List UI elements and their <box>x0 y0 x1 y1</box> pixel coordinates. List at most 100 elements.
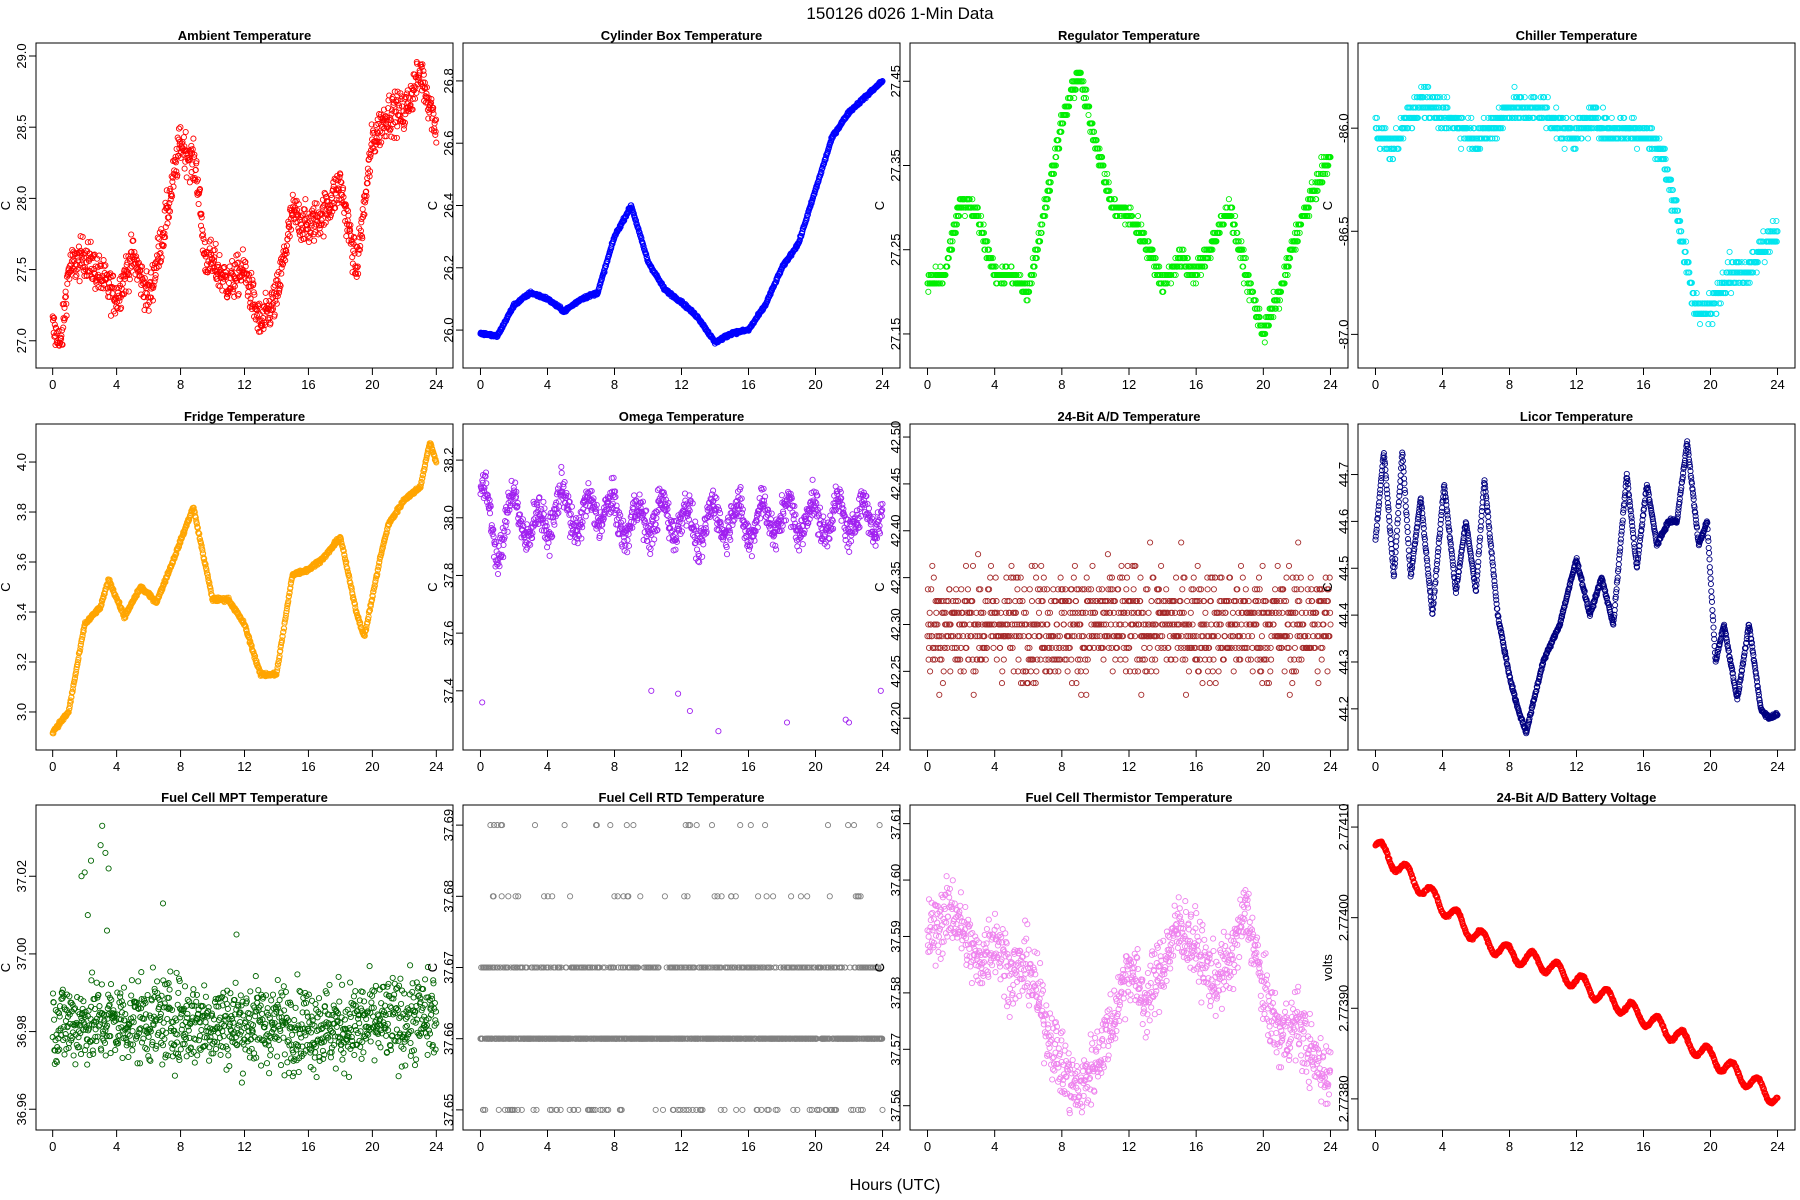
y-tick-label: -87.0 <box>1336 320 1351 350</box>
data-point <box>62 288 69 295</box>
data-point <box>151 278 158 285</box>
data-points <box>49 440 440 737</box>
x-tick-label: 0 <box>477 377 484 392</box>
y-tick-label: 28.5 <box>14 115 29 140</box>
x-tick-label: 16 <box>1636 377 1650 392</box>
y-axis-label: C <box>425 201 440 210</box>
data-point <box>183 174 190 181</box>
x-tick-label: 24 <box>1323 377 1337 392</box>
data-point <box>51 333 58 340</box>
data-point <box>961 212 968 220</box>
data-point <box>123 267 130 274</box>
data-point <box>1468 114 1475 121</box>
x-tick-label: 8 <box>177 377 184 392</box>
data-point <box>188 142 195 149</box>
data-points <box>49 58 440 349</box>
x-tick-label: 8 <box>1058 377 1065 392</box>
data-points <box>1372 83 1781 328</box>
data-point <box>192 166 199 173</box>
data-point <box>1569 114 1576 121</box>
data-point <box>84 239 91 246</box>
data-point <box>1444 94 1451 101</box>
data-point <box>143 290 150 297</box>
data-point <box>216 251 223 259</box>
y-tick-label: 26.4 <box>441 193 456 218</box>
data-point <box>1696 321 1704 328</box>
data-point <box>1458 145 1465 152</box>
data-point <box>1599 104 1607 111</box>
data-point <box>181 165 188 172</box>
data-point <box>76 278 83 285</box>
y-tick-label: 26.2 <box>441 255 456 280</box>
plot-frame <box>35 42 454 369</box>
data-point <box>175 125 183 132</box>
data-point <box>289 191 296 198</box>
x-tick-label: 12 <box>1569 377 1583 392</box>
data-point <box>119 280 126 287</box>
panel-title: Cylinder Box Temperature <box>601 28 763 43</box>
data-point <box>1261 339 1268 346</box>
data-point <box>177 124 184 131</box>
data-point <box>1085 111 1092 119</box>
data-point <box>97 262 104 269</box>
x-tick-label: 12 <box>237 377 251 392</box>
data-point <box>1511 83 1518 90</box>
data-point <box>128 231 135 238</box>
x-tick-label: 0 <box>924 377 931 392</box>
x-tick-label: 0 <box>1372 377 1379 392</box>
data-point <box>128 263 135 270</box>
y-tick-label: 27.15 <box>888 318 903 351</box>
panels: Ambient TemperatureC0481216202427.027.52… <box>0 28 1796 1154</box>
x-tick-label: 20 <box>808 377 822 392</box>
data-point <box>262 289 269 296</box>
data-point <box>150 282 157 289</box>
data-point <box>182 128 189 136</box>
data-point <box>157 249 164 257</box>
data-point <box>212 240 219 247</box>
plot-frame <box>1357 42 1796 369</box>
data-points <box>477 78 886 347</box>
x-tick-label: 16 <box>301 377 315 392</box>
data-point <box>66 275 73 282</box>
data-point <box>59 341 66 348</box>
data-point <box>96 252 103 259</box>
y-tick-label: 27.45 <box>888 65 903 98</box>
data-point <box>70 266 78 273</box>
data-point <box>302 196 309 203</box>
data-point <box>130 237 137 244</box>
data-point <box>180 134 187 141</box>
data-point <box>1608 114 1615 121</box>
data-point <box>231 283 238 290</box>
panel-title: Fridge Temperature <box>184 409 305 424</box>
data-point <box>925 288 932 295</box>
data-point <box>117 305 124 313</box>
panel-title: Regulator Temperature <box>1058 28 1200 43</box>
data-point <box>1553 104 1560 111</box>
data-point <box>1726 248 1733 255</box>
x-tick-label: 8 <box>611 377 618 392</box>
x-tick-label: 0 <box>49 377 56 392</box>
x-tick-label: 20 <box>1703 377 1717 392</box>
x-tick-label: 16 <box>1189 377 1203 392</box>
data-point <box>1134 212 1142 220</box>
data-point <box>100 257 107 264</box>
data-point <box>1392 125 1400 132</box>
y-tick-label: -86.0 <box>1336 113 1351 143</box>
data-point <box>311 237 318 244</box>
data-point <box>68 258 75 265</box>
data-point <box>1633 145 1641 152</box>
data-point <box>133 253 140 260</box>
data-point <box>63 312 70 319</box>
panel-title: Ambient Temperature <box>178 28 311 43</box>
data-point <box>138 263 146 270</box>
data-point <box>92 285 99 292</box>
y-tick-label: 26.0 <box>441 317 456 342</box>
y-axis-label: C <box>872 201 887 210</box>
data-point <box>1584 135 1592 142</box>
y-tick-label: 27.0 <box>14 328 29 353</box>
data-point <box>1728 290 1735 297</box>
data-point <box>152 275 159 282</box>
data-point <box>1773 217 1780 225</box>
data-point <box>79 233 86 240</box>
y-tick-label: 29.0 <box>14 43 29 68</box>
